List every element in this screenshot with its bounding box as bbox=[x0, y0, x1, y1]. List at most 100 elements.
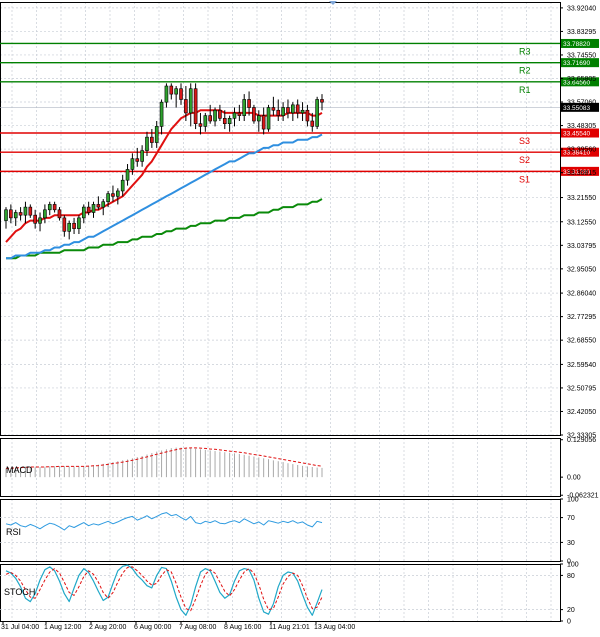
candle bbox=[184, 86, 188, 122]
candle bbox=[62, 215, 67, 237]
candle bbox=[271, 96, 276, 116]
current-price-box bbox=[561, 102, 599, 112]
candle-body bbox=[116, 190, 120, 197]
ma-mid-line bbox=[6, 133, 323, 260]
rsi-label: RSI bbox=[6, 527, 21, 537]
candle-body bbox=[315, 99, 319, 127]
candle bbox=[281, 102, 285, 122]
price-tick-label: 32.86040 bbox=[567, 291, 596, 298]
candle-body bbox=[237, 112, 242, 116]
candle bbox=[188, 83, 193, 127]
price-tick-label: 32.33305 bbox=[567, 432, 596, 439]
level-price-box bbox=[561, 58, 599, 68]
candle bbox=[4, 207, 8, 229]
level-label-s1: S1 bbox=[519, 174, 530, 184]
candle bbox=[91, 201, 96, 218]
candle bbox=[77, 215, 81, 235]
candle-body bbox=[179, 88, 183, 100]
macd-tick-label: -0.062321 bbox=[567, 493, 599, 500]
axis-labels: 33.92040 33.83295 33.74550 33.65805 33.57060… bbox=[1, 5, 596, 631]
candle-body bbox=[276, 109, 281, 116]
candle bbox=[218, 104, 222, 122]
candle-body bbox=[72, 222, 76, 229]
level-price-label: 33.38410 bbox=[563, 150, 590, 157]
candle-body bbox=[286, 107, 290, 114]
candle-body bbox=[247, 99, 251, 108]
price-tick-label: 33.92040 bbox=[567, 5, 596, 12]
candle-body bbox=[154, 126, 159, 143]
level-price-box bbox=[561, 147, 599, 157]
candle-body bbox=[218, 109, 222, 119]
candle bbox=[179, 83, 183, 105]
candle bbox=[295, 99, 300, 119]
candle-body bbox=[130, 158, 135, 170]
stoch-tick-label: 0 bbox=[567, 619, 571, 626]
candle bbox=[106, 190, 110, 208]
candle bbox=[81, 204, 86, 224]
rsi-tick-label: 70 bbox=[567, 515, 575, 522]
candle bbox=[222, 110, 227, 130]
stoch-label: STOCH bbox=[4, 587, 35, 597]
price-tick-label: 32.59540 bbox=[567, 362, 596, 369]
candle bbox=[130, 153, 135, 175]
candle-body bbox=[252, 107, 256, 122]
level-price-label: 33.45540 bbox=[563, 131, 590, 138]
candle bbox=[33, 209, 37, 229]
level-price-box bbox=[561, 38, 599, 48]
level-price-label: 33.64560 bbox=[563, 79, 590, 86]
candle-body bbox=[150, 136, 154, 143]
level-label-s2: S2 bbox=[519, 155, 530, 165]
candle-body bbox=[96, 204, 101, 208]
candle-body bbox=[101, 201, 106, 208]
candle bbox=[164, 83, 169, 108]
macd-tick-label: 0.129056 bbox=[567, 437, 596, 444]
candle bbox=[174, 86, 178, 108]
pane-frame bbox=[0, 438, 561, 497]
candle bbox=[315, 96, 319, 130]
candle bbox=[310, 112, 315, 132]
pane-frames bbox=[0, 2, 561, 622]
candle bbox=[23, 201, 28, 224]
scroll-marker-icon[interactable] bbox=[329, 1, 337, 5]
rsi-line bbox=[5, 512, 323, 531]
candle bbox=[120, 174, 125, 197]
time-tick-label: 13 Aug 04:00 bbox=[314, 624, 355, 631]
time-tick-label: 8 Aug 16:00 bbox=[224, 624, 261, 631]
candle-body bbox=[38, 217, 42, 224]
candle-body bbox=[208, 115, 212, 122]
candle bbox=[242, 94, 247, 122]
ma-slow-line bbox=[6, 198, 323, 260]
price-tick-label: 32.42050 bbox=[567, 409, 596, 416]
stoch-d-line bbox=[5, 566, 323, 612]
candle bbox=[47, 201, 52, 216]
time-tick-label: 31 Jul 04:00 bbox=[1, 624, 39, 631]
candle-body bbox=[47, 204, 52, 211]
candle bbox=[237, 104, 242, 122]
level-price-box bbox=[561, 128, 599, 138]
candle bbox=[320, 94, 324, 111]
candle-body bbox=[271, 107, 276, 111]
candle bbox=[247, 91, 251, 116]
candle bbox=[154, 121, 159, 148]
candle bbox=[43, 204, 47, 224]
rsi-pane: 100 70 30 0 RSI bbox=[0, 497, 579, 566]
candle bbox=[86, 201, 91, 216]
price-tick-label: 33.48305 bbox=[567, 123, 596, 130]
candle bbox=[67, 220, 72, 240]
candle-body bbox=[305, 109, 310, 122]
price-tick-label: 33.65805 bbox=[567, 76, 596, 83]
candle-body bbox=[120, 179, 125, 192]
candle-body bbox=[18, 212, 23, 216]
time-tick-label: 1 Aug 12:00 bbox=[44, 624, 81, 631]
candle-body bbox=[106, 193, 110, 203]
candle-body bbox=[111, 193, 115, 197]
price-tick-label: 32.77295 bbox=[567, 314, 596, 321]
grid bbox=[0, 2, 560, 621]
price-tick-label: 32.95050 bbox=[567, 266, 596, 273]
candle-body bbox=[23, 206, 28, 216]
candle-body bbox=[310, 120, 315, 127]
scroll-marker bbox=[329, 1, 337, 5]
macd-signal-line bbox=[5, 447, 323, 469]
candle-body bbox=[159, 101, 164, 127]
